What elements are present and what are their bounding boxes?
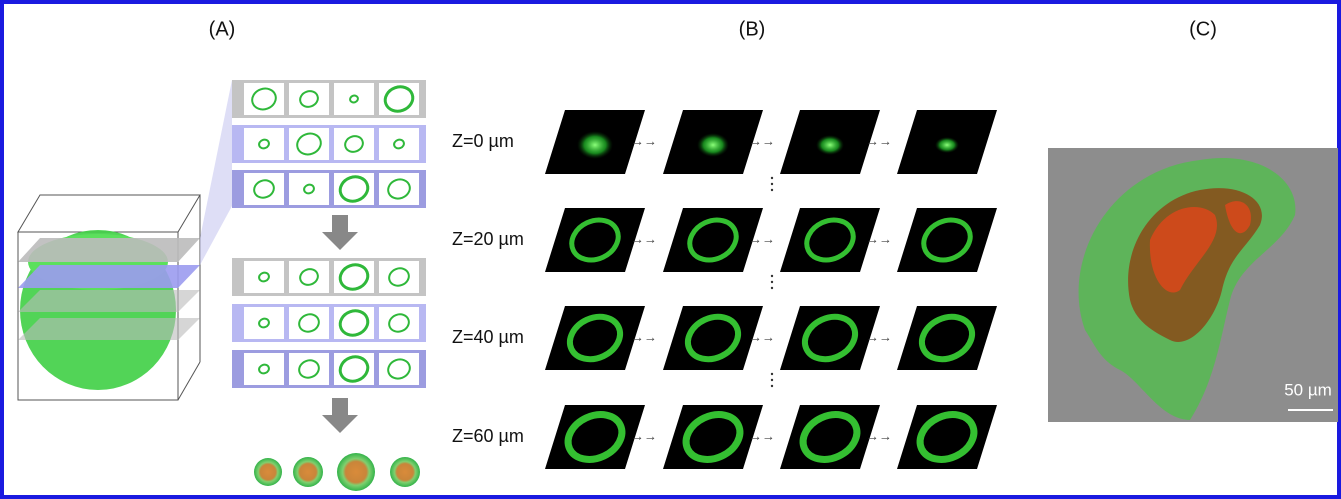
scale-bar-label: 50 µm — [1284, 380, 1332, 399]
cell — [244, 261, 284, 293]
cell — [289, 261, 329, 293]
arrow: →→ — [631, 329, 657, 344]
panel-label: (C) — [1189, 18, 1217, 40]
signal — [577, 131, 613, 159]
row-label: Z=60 µm — [452, 426, 524, 446]
arrow: →→ — [631, 133, 657, 148]
arrow: →→ — [866, 133, 892, 148]
dot — [771, 177, 773, 179]
arrow: →→ — [631, 428, 657, 443]
dot — [771, 275, 773, 277]
arrow: →→ — [749, 329, 775, 344]
cell — [379, 173, 419, 205]
cell — [289, 173, 329, 205]
row-label: Z=0 µm — [452, 131, 514, 151]
cell — [334, 128, 374, 160]
arrow: →→ — [749, 133, 775, 148]
dot — [771, 287, 773, 289]
cell — [289, 307, 329, 339]
cell — [244, 353, 284, 385]
signal — [697, 133, 729, 157]
cell — [244, 173, 284, 205]
dot — [771, 183, 773, 185]
cell — [379, 353, 419, 385]
dot — [771, 379, 773, 381]
row-label: Z=40 µm — [452, 327, 524, 347]
row-label: Z=20 µm — [452, 229, 524, 249]
cell — [379, 307, 419, 339]
cell — [289, 353, 329, 385]
arrow: →→ — [631, 231, 657, 246]
arrow: →→ — [866, 329, 892, 344]
signal — [935, 137, 959, 153]
cell — [289, 83, 329, 115]
arrow: →→ — [749, 231, 775, 246]
panel-label: (B) — [739, 18, 766, 40]
cell — [379, 128, 419, 160]
cell — [379, 261, 419, 293]
dot — [771, 281, 773, 283]
dot — [771, 385, 773, 387]
panel-label: (A) — [209, 18, 236, 40]
cell — [334, 83, 374, 115]
render-3d: 50 µm — [1048, 148, 1338, 422]
arrow: →→ — [866, 428, 892, 443]
dot — [771, 373, 773, 375]
cell — [244, 307, 284, 339]
arrow: →→ — [866, 231, 892, 246]
arrow: →→ — [749, 428, 775, 443]
figure: (A) (B) (C) Z=0 µm →→ →→ →→ Z=20 µm →→ →→ →→ Z=4… — [0, 0, 1341, 499]
dot — [771, 189, 773, 191]
signal — [816, 135, 844, 155]
cell — [244, 128, 284, 160]
